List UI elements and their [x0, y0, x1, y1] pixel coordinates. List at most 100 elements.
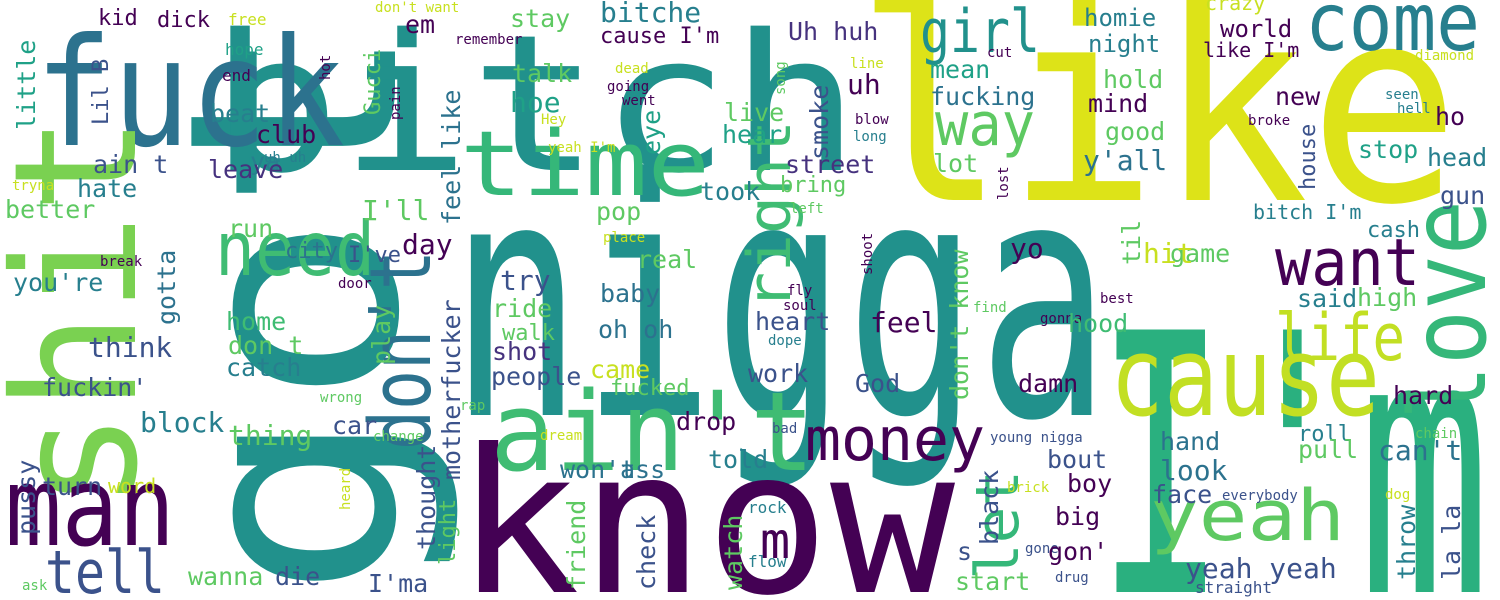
word: yeah: [1150, 475, 1345, 557]
word: know: [455, 407, 956, 600]
word: diamond: [1415, 48, 1474, 64]
word: pop: [596, 197, 641, 226]
word: bitch: [210, 0, 860, 215]
word: ain t: [93, 150, 168, 179]
word: block: [140, 406, 224, 439]
word: like: [855, 0, 1460, 264]
word: love: [1388, 200, 1500, 420]
word: right: [735, 120, 805, 310]
word: little: [12, 40, 41, 130]
word: won't: [560, 455, 635, 484]
word: hard: [1393, 381, 1453, 410]
word: head: [1427, 143, 1487, 172]
word: can't: [1378, 434, 1462, 467]
word: went: [622, 93, 656, 109]
word: seen: [1385, 87, 1419, 103]
word: friend: [562, 500, 591, 590]
word: yo: [1010, 232, 1044, 265]
word: wanna: [188, 562, 263, 591]
word: cash: [1367, 218, 1420, 243]
word: cause: [1110, 313, 1380, 441]
word: gone: [1025, 541, 1059, 557]
word: flow: [748, 552, 787, 571]
word: find: [973, 300, 1007, 316]
word: hate: [77, 174, 137, 203]
word: hold: [1103, 65, 1163, 94]
word: watch: [719, 515, 748, 590]
word: I've: [348, 243, 401, 268]
word: took: [700, 177, 760, 206]
word: dog: [1385, 487, 1410, 503]
word: gun: [1440, 181, 1485, 210]
word: pain: [388, 86, 404, 120]
word: ain't: [490, 368, 815, 496]
word: leave: [208, 155, 283, 184]
word: work: [748, 359, 808, 388]
word: let: [963, 470, 1033, 580]
word: brick: [1007, 480, 1050, 496]
word: tell: [45, 538, 165, 600]
word: change: [373, 429, 424, 445]
word: light: [436, 499, 461, 565]
word: nigga: [450, 109, 1110, 493]
word: life: [1275, 301, 1405, 376]
word: talk: [512, 59, 572, 88]
word: kid: [98, 6, 138, 31]
word: need: [215, 205, 375, 293]
word: fucking: [930, 82, 1035, 111]
word: club: [256, 120, 316, 149]
word: beat: [210, 99, 270, 128]
word: way: [935, 90, 1035, 160]
word: high: [1357, 283, 1417, 312]
word: bitche: [600, 0, 701, 29]
word: baby: [600, 279, 660, 308]
word: young nigga: [990, 430, 1083, 446]
word: dead: [615, 61, 649, 77]
word: hand: [1160, 427, 1220, 456]
word: left: [790, 201, 824, 217]
word: til: [1117, 220, 1146, 265]
word: long: [853, 129, 887, 145]
word: mind: [1088, 89, 1148, 118]
word: lot: [933, 149, 978, 178]
word: lost: [996, 166, 1012, 200]
word: check: [632, 515, 661, 590]
word: think: [88, 331, 172, 364]
word: catch: [226, 353, 301, 382]
word: bad: [772, 421, 797, 437]
word: door: [338, 276, 372, 292]
word: shoot: [860, 233, 876, 275]
word: stop: [1358, 135, 1418, 164]
word: ask: [22, 578, 48, 594]
word: crazy: [1205, 0, 1265, 15]
word: wrong: [320, 390, 362, 406]
word: hood: [1068, 309, 1128, 338]
word: ho: [1435, 102, 1465, 131]
word: good: [1105, 117, 1165, 146]
word: ride: [492, 294, 552, 323]
word: want: [1275, 226, 1420, 301]
word: got: [127, 20, 464, 600]
word: damn: [1018, 369, 1078, 398]
word: don't: [352, 250, 451, 450]
word: people: [491, 362, 581, 391]
word: line: [850, 56, 884, 72]
word: die: [275, 562, 320, 591]
word: la la: [1437, 505, 1466, 580]
word: dope: [768, 333, 802, 349]
word: don't know: [945, 249, 974, 400]
word: word: [108, 474, 156, 498]
word: going: [607, 79, 649, 95]
word: fuck: [35, 7, 345, 181]
word: free: [228, 10, 267, 29]
word: don't want: [375, 0, 459, 16]
word: hoe: [510, 86, 561, 119]
word: thought: [412, 445, 441, 550]
word: motherfucker: [437, 299, 466, 480]
word: ass: [620, 455, 665, 484]
word: stay: [510, 4, 570, 33]
word: better: [5, 195, 95, 224]
word: world: [1220, 15, 1292, 43]
word: black: [975, 470, 1004, 545]
